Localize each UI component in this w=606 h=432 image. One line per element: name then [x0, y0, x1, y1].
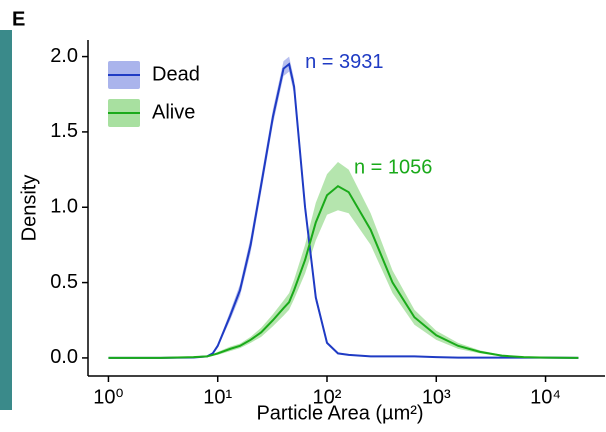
image-strip [0, 30, 12, 410]
legend-label: Dead [152, 63, 200, 85]
x-tick-label: 10³ [422, 386, 451, 408]
annotation: n = 3931 [305, 51, 383, 73]
y-tick-label: 0.0 [50, 346, 78, 368]
annotation: n = 1056 [354, 156, 432, 178]
x-tick-label: 10⁴ [530, 386, 561, 408]
legend-label: Alive [152, 101, 195, 123]
density-line [108, 184, 579, 359]
y-tick-label: 1.5 [50, 120, 78, 142]
y-tick-label: 0.5 [50, 271, 78, 293]
y-tick-label: 2.0 [50, 45, 78, 67]
x-tick-label: 10¹ [203, 386, 232, 408]
x-tick-label: 10² [313, 386, 342, 408]
x-tick-label: 10⁰ [93, 386, 123, 408]
density-line [108, 62, 579, 359]
confidence-band [108, 162, 579, 358]
panel-label: E [12, 8, 25, 30]
y-axis-title: Density [18, 175, 40, 242]
y-tick-label: 1.0 [50, 196, 78, 218]
x-axis-title: Particle Area (µm²) [256, 402, 423, 424]
